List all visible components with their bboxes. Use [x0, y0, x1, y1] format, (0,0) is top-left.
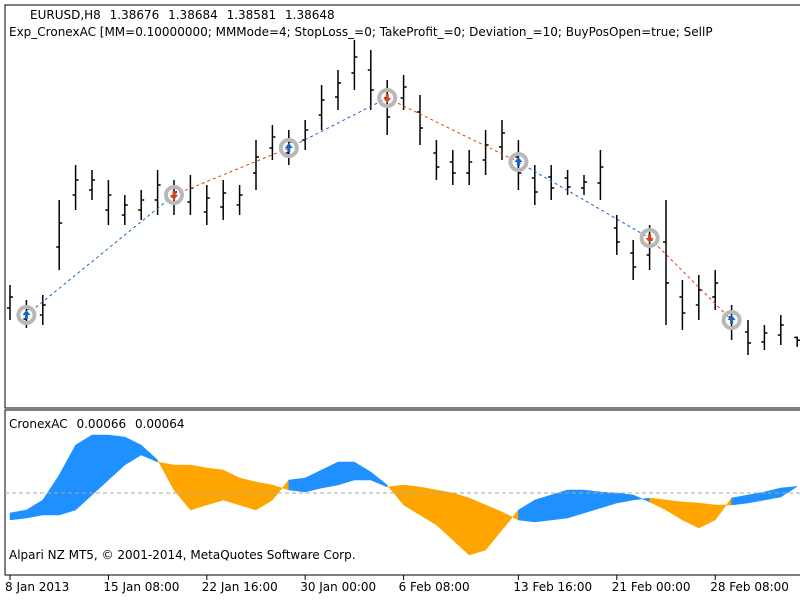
price-layer	[7, 40, 800, 355]
trade-marker	[721, 310, 742, 330]
trade-arrow	[383, 94, 392, 103]
last-low: 1.38581	[226, 8, 277, 22]
indicator-value-1: 0.00066	[76, 417, 127, 431]
trade-marker	[16, 305, 37, 325]
trade-arrow	[170, 191, 178, 200]
x-axis	[9, 575, 716, 580]
trade-link	[386, 97, 519, 163]
x-tick-label: 30 Jan 00:00	[300, 580, 377, 594]
trade-arrow	[727, 315, 736, 324]
x-tick-label: 28 Feb 08:00	[710, 580, 789, 594]
band-segment	[468, 497, 486, 556]
expert-params: Exp_CronexAC [MM=0.10000000; MMMode=4; S…	[9, 25, 713, 39]
trade-arrow	[514, 157, 523, 166]
trade-arrow	[645, 234, 654, 243]
indicator-value-2: 0.00064	[134, 417, 185, 431]
last-open: 1.38676	[109, 8, 160, 22]
band-segment	[190, 464, 208, 511]
trade-marker	[377, 88, 398, 108]
trade-arrow	[22, 310, 31, 319]
trade-arrow	[284, 143, 293, 152]
band-segment	[534, 494, 552, 523]
band-segment	[288, 477, 306, 493]
last-high: 1.38684	[168, 8, 218, 22]
band-segment	[780, 486, 798, 498]
trade-marker	[508, 152, 529, 172]
x-tick-label: 8 Jan 2013	[5, 580, 70, 594]
x-tick-label: 21 Feb 00:00	[611, 580, 691, 594]
band-segment	[550, 489, 568, 521]
x-tick-label: 22 Jan 16:00	[201, 580, 278, 594]
trade-link	[649, 237, 732, 321]
indicator-name: CronexAC	[9, 417, 68, 431]
x-tick-label: 6 Feb 08:00	[398, 580, 470, 594]
copyright: Alpari NZ MT5, © 2001-2014, MetaQuotes S…	[9, 548, 356, 562]
trade-link	[26, 194, 175, 316]
indicator-layer	[5, 434, 800, 556]
last-close: 1.38648	[285, 8, 335, 22]
indicator-header: CronexAC 0.00066 0.00064	[9, 417, 190, 431]
price-panel	[4, 4, 800, 409]
trade-marker	[164, 185, 184, 205]
trade-link	[288, 97, 388, 149]
band-segment	[567, 489, 585, 519]
price-header: EURUSD,H8 1.38676 1.38684 1.38581 1.3864…	[30, 8, 340, 22]
trade-link	[173, 147, 289, 196]
band-segment	[206, 467, 224, 506]
band-segment	[239, 477, 257, 511]
trade-marker	[278, 138, 299, 158]
symbol: EURUSD,H8	[30, 8, 101, 22]
x-tick-label: 13 Feb 16:00	[513, 580, 593, 594]
trade-marker	[639, 228, 660, 248]
trade-link	[518, 161, 650, 239]
x-tick-label: 15 Jan 08:00	[103, 580, 180, 594]
